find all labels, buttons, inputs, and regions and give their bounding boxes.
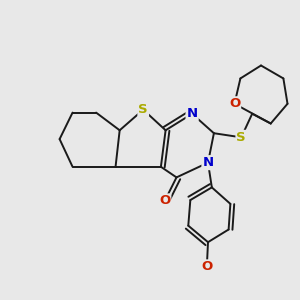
Text: S: S: [138, 103, 148, 116]
Text: S: S: [236, 131, 246, 144]
Text: N: N: [187, 107, 198, 120]
Text: O: O: [229, 97, 240, 110]
Text: N: N: [202, 156, 214, 169]
Text: O: O: [201, 260, 212, 273]
Text: O: O: [159, 194, 170, 207]
